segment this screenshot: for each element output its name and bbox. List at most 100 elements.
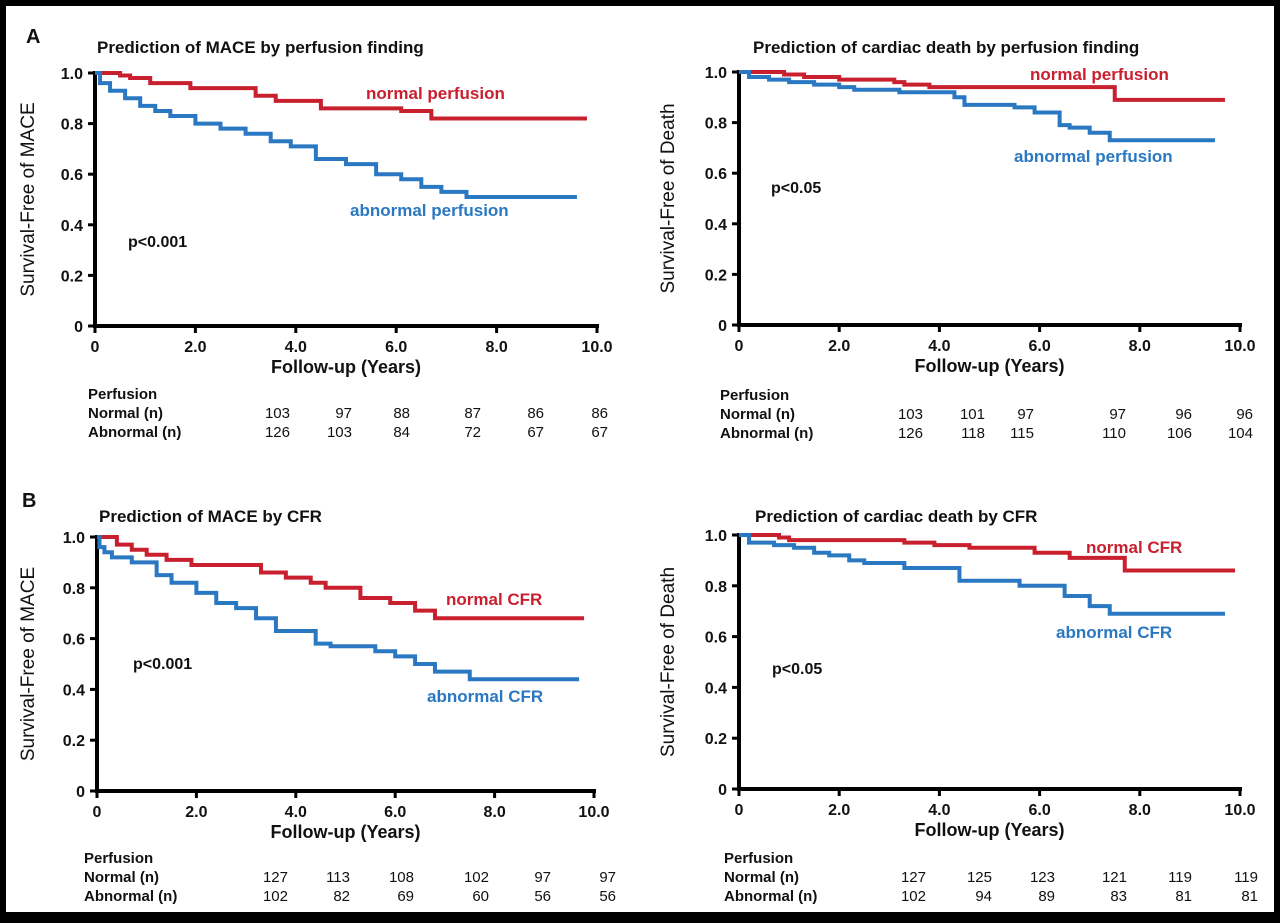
risk-count: 69 — [397, 888, 414, 905]
risk-count: 106 — [1167, 425, 1192, 442]
risk-count: 110 — [1102, 425, 1126, 442]
risk-count: 97 — [1017, 406, 1034, 423]
p-value-annotation: p<0.05 — [771, 180, 821, 197]
chart-title: Prediction of cardiac death by CFR — [755, 507, 1037, 526]
risk-count: 127 — [263, 869, 288, 886]
chart-panel-b-left: Prediction of MACE by CFR 0 0.2 0.4 0.6 0.8 1.… — [18, 507, 616, 905]
y-tick-label: 0.8 — [705, 579, 727, 596]
y-axis-label: Survival-Free of MACE — [18, 102, 39, 296]
x-tick-label: 6.0 — [385, 339, 407, 356]
x-axis-label: Follow-up (Years) — [270, 822, 420, 842]
y-tick-label: 1.0 — [63, 530, 85, 547]
x-tick-label: 4.0 — [928, 338, 950, 355]
risk-count: 97 — [599, 869, 616, 886]
risk-table-header: Perfusion — [88, 386, 157, 403]
risk-table-header: Perfusion — [720, 387, 789, 404]
legend-label-normal: normal CFR — [446, 590, 542, 609]
x-tick-label: 4.0 — [285, 804, 307, 821]
risk-count: 103 — [265, 405, 290, 422]
risk-row-label: Normal (n) — [720, 406, 795, 423]
x-axis-label: Follow-up (Years) — [914, 356, 1064, 376]
x-tick-label: 8.0 — [1129, 802, 1151, 819]
x-tick-label: 2.0 — [185, 804, 207, 821]
y-tick-label: 0.2 — [61, 268, 83, 285]
risk-count: 81 — [1175, 888, 1192, 905]
y-axis-label: Survival-Free of Death — [658, 103, 679, 293]
risk-count: 87 — [464, 405, 481, 422]
y-tick-label: 1.0 — [705, 65, 727, 82]
y-tick-label: 0.2 — [705, 731, 727, 748]
legend-label-abnormal: abnormal CFR — [1056, 623, 1172, 642]
x-tick-label: 0 — [91, 339, 100, 356]
risk-count: 126 — [265, 424, 290, 441]
legend-label-abnormal: abnormal perfusion — [1014, 147, 1173, 166]
y-tick-label: 1.0 — [61, 66, 83, 83]
p-value-annotation: p<0.001 — [128, 234, 187, 251]
panel-letter-a: A — [26, 26, 40, 48]
risk-row-label: Abnormal (n) — [88, 424, 181, 441]
legend-label-normal: normal perfusion — [1030, 65, 1169, 84]
risk-table: Perfusion Normal (n) 127 125 123 121 119 119 Abn… — [724, 850, 1258, 905]
risk-count: 67 — [527, 424, 544, 441]
x-tick-label: 10.0 — [1224, 802, 1255, 819]
risk-count: 56 — [534, 888, 551, 905]
risk-count: 113 — [326, 869, 350, 886]
km-curve-abnormal — [739, 70, 1215, 143]
risk-count: 89 — [1038, 888, 1055, 905]
risk-table: Perfusion Normal (n) 103 97 88 87 86 86 Abnormal… — [88, 386, 608, 441]
risk-table: Perfusion Normal (n) 127 113 108 102 97 97 Abnor… — [84, 850, 616, 905]
risk-row-label: Normal (n) — [724, 869, 799, 886]
risk-count: 81 — [1241, 888, 1258, 905]
y-tick-label: 0.8 — [61, 117, 83, 134]
x-tick-label: 8.0 — [483, 804, 505, 821]
risk-count: 121 — [1102, 869, 1127, 886]
legend-label-abnormal: abnormal perfusion — [350, 201, 509, 220]
y-axis-label: Survival-Free of MACE — [18, 567, 39, 761]
risk-count: 119 — [1168, 869, 1192, 886]
risk-count: 72 — [464, 424, 481, 441]
risk-count: 127 — [901, 869, 926, 886]
x-axis-label: Follow-up (Years) — [271, 357, 421, 377]
risk-count: 97 — [335, 405, 352, 422]
risk-row-label: Abnormal (n) — [720, 425, 813, 442]
risk-count: 97 — [534, 869, 551, 886]
risk-count: 104 — [1228, 425, 1253, 442]
x-tick-label: 10.0 — [1224, 338, 1255, 355]
p-value-annotation: p<0.001 — [133, 656, 192, 673]
figure-frame: A B Prediction of MACE by perfusion find… — [6, 6, 1274, 912]
km-curve-normal — [739, 70, 1225, 102]
risk-count: 102 — [464, 869, 489, 886]
risk-count: 67 — [591, 424, 608, 441]
y-axis-label: Survival-Free of Death — [658, 567, 679, 757]
y-tick-label: 0.6 — [63, 632, 85, 649]
y-tick-label: 0.6 — [705, 630, 727, 647]
risk-count: 96 — [1236, 406, 1253, 423]
x-tick-label: 2.0 — [184, 339, 206, 356]
chart-panel-a-left: Prediction of MACE by perfusion finding 0… — [18, 38, 613, 441]
x-tick-label: 4.0 — [928, 802, 950, 819]
y-tick-label: 0.8 — [63, 581, 85, 598]
km-curve-normal — [739, 533, 1235, 573]
risk-count: 83 — [1110, 888, 1127, 905]
x-tick-label: 6.0 — [1028, 338, 1050, 355]
x-tick-label: 4.0 — [285, 339, 307, 356]
chart-title: Prediction of MACE by perfusion finding — [97, 38, 424, 57]
y-tick-label: 0 — [76, 784, 85, 801]
y-tick-label: 0 — [718, 318, 727, 335]
y-tick-label: 0.4 — [705, 680, 727, 697]
risk-count: 119 — [1234, 869, 1258, 886]
km-curve-normal — [95, 71, 587, 121]
x-tick-label: 8.0 — [1129, 338, 1151, 355]
x-tick-label: 2.0 — [828, 802, 850, 819]
risk-table: Perfusion Normal (n) 103 101 97 97 96 96 Abnorma… — [720, 387, 1253, 442]
risk-count: 84 — [393, 424, 410, 441]
risk-count: 118 — [961, 425, 985, 442]
y-tick-label: 0.8 — [705, 116, 727, 133]
x-tick-label: 10.0 — [581, 339, 612, 356]
x-tick-label: 8.0 — [485, 339, 507, 356]
y-tick-label: 0.2 — [705, 267, 727, 284]
risk-table-header: Perfusion — [84, 850, 153, 867]
chart-title: Prediction of MACE by CFR — [99, 507, 322, 526]
x-tick-label: 0 — [735, 802, 744, 819]
legend-label-normal: normal CFR — [1086, 538, 1182, 557]
